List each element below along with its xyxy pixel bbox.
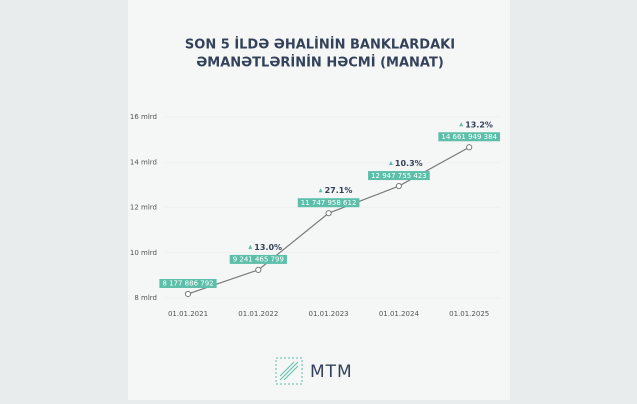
point xyxy=(325,210,332,217)
value-label-box xyxy=(159,278,217,288)
growth-arrow xyxy=(388,161,393,166)
logo-text: MTM xyxy=(310,362,353,382)
growth-label: 10.3% xyxy=(395,159,423,168)
value-label: 12 947 755 423 xyxy=(368,171,430,181)
value-label: 8 177 886 792 xyxy=(159,278,217,288)
y-tick-label: 14 mlrd xyxy=(130,158,157,166)
x-tick-label: 01.01.2023 xyxy=(309,310,349,318)
value-label-text: 12 947 755 423 xyxy=(371,172,427,180)
value-label-text: 11 747 958 612 xyxy=(301,199,357,207)
point xyxy=(466,144,473,151)
chart-title: SON 5 İLDƏ ƏHALİNİN BANKLARDAKI xyxy=(185,37,455,53)
x-tick-label: 01.01.2025 xyxy=(449,310,489,318)
point xyxy=(184,290,192,298)
value-label: 9 241 465 799 xyxy=(229,254,287,264)
value-label: 14 661 949 384 xyxy=(438,132,501,142)
y-tick-label: 10 mlrd xyxy=(130,249,157,257)
point xyxy=(255,266,262,274)
growth-label: 13.2% xyxy=(465,120,493,129)
value-label-text: 9 241 465 799 xyxy=(233,256,284,264)
value-label-box xyxy=(229,254,287,264)
y-tick-label: 8 mlrd xyxy=(134,294,157,302)
point xyxy=(395,182,402,190)
value-label-text: 8 177 886 792 xyxy=(162,280,213,288)
growth-label: 27.1% xyxy=(325,186,353,195)
growth-arrow xyxy=(318,188,323,193)
x-tick-label: 01.01.2022 xyxy=(238,310,278,318)
growth-arrow xyxy=(459,122,464,127)
value-label-box xyxy=(438,132,501,142)
value-label: 11 747 958 612 xyxy=(297,198,360,208)
chart-title: ƏMANƏTLƏRİNİN HƏCMİ (MANAT) xyxy=(196,55,444,71)
value-label-box xyxy=(297,198,360,208)
growth-arrow xyxy=(248,244,253,249)
growth-label: 13.0% xyxy=(254,243,282,252)
logo-icon xyxy=(275,357,303,385)
x-tick-label: 01.01.2024 xyxy=(379,310,420,318)
value-label-box xyxy=(368,171,430,181)
y-tick-label: 16 mlrd xyxy=(130,113,157,121)
y-tick-label: 12 mlrd xyxy=(130,204,157,212)
x-tick-label: 01.01.2021 xyxy=(168,310,208,318)
value-label-text: 14 661 949 384 xyxy=(441,133,497,141)
